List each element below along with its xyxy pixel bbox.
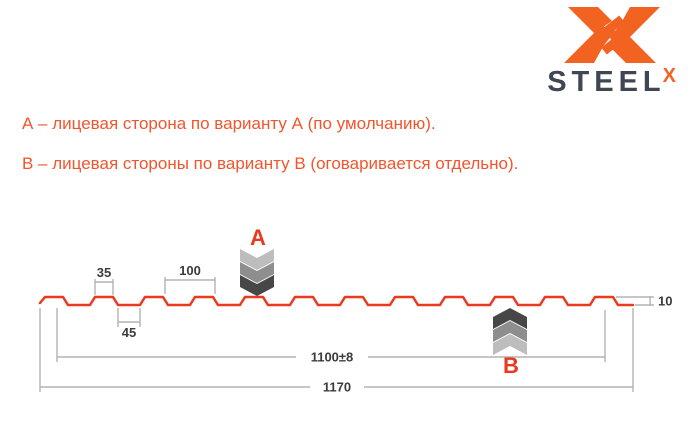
dim-lines-45 [117, 308, 141, 327]
logo-steel-text: STEEL [547, 66, 666, 98]
dim-lines-10 [616, 296, 654, 306]
dim-label-1170: 1170 [319, 379, 355, 395]
x-icon-shapes [563, 7, 660, 63]
dim-lines-100 [164, 277, 216, 294]
sheet-profile-line [38, 295, 635, 307]
side-b-chevrons-icon [493, 308, 527, 355]
dim-label-100: 100 [179, 263, 201, 278]
dim-lines-1100 [56, 308, 606, 362]
side-a-chevrons-icon [240, 249, 274, 296]
steelx-logo-text: STEELX [547, 66, 676, 97]
side-a-marker: A [250, 225, 266, 250]
dim-label-1100: 1100±8 [307, 349, 357, 365]
dim-lines-1170 [39, 308, 634, 392]
note-variant-a: А – лицевая сторона по варианту А (по ум… [22, 114, 436, 133]
note-variant-b: В – лицевая стороны по варианту В (огова… [22, 154, 519, 173]
steelx-x-icon [563, 7, 660, 63]
dim-label-35: 35 [96, 265, 112, 280]
dim-label-10: 10 [658, 293, 673, 309]
steelx-logo: STEELX [547, 5, 676, 97]
dim-lines-35 [94, 279, 114, 295]
dim-label-45: 45 [121, 325, 137, 340]
side-b-marker: B [503, 353, 519, 378]
logo-x-superscript: X [662, 65, 676, 87]
